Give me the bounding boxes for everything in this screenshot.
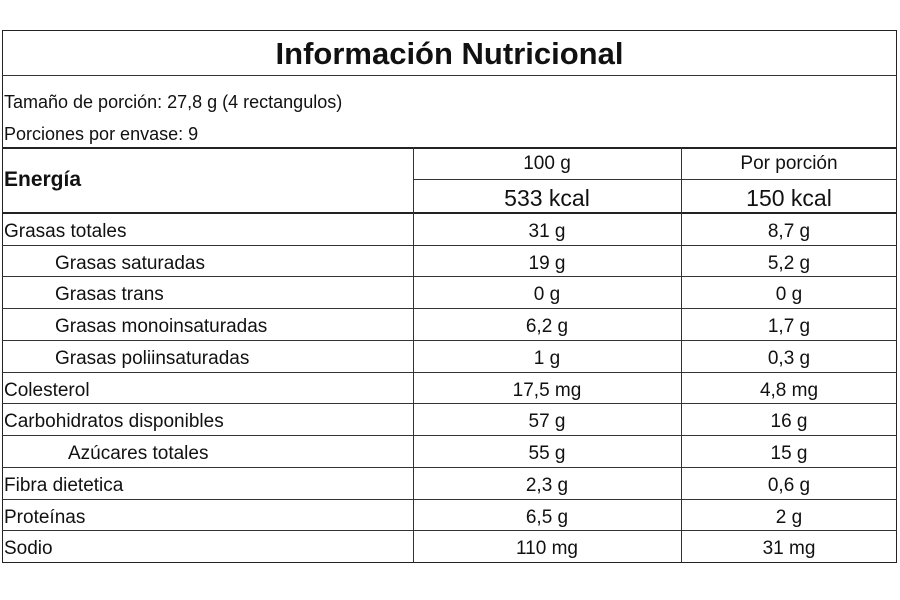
row-label: Sodio <box>4 538 53 560</box>
column-rule <box>413 147 414 562</box>
value-per-serving: 15 g <box>770 443 808 465</box>
value-per-serving: 16 g <box>770 411 808 433</box>
rule <box>2 75 897 76</box>
column-header: Por porción <box>740 153 838 174</box>
row-rule <box>2 498 897 500</box>
row-rule <box>2 466 897 468</box>
servings-per-container: Porciones por envase: 9 <box>4 124 199 144</box>
value-per-100g: 57 g <box>528 411 566 433</box>
row-label: Azúcares totales <box>68 443 209 465</box>
value-per-100g: 19 g <box>528 252 566 274</box>
value-per-serving: 0,3 g <box>767 347 811 369</box>
energy-label: Energía <box>4 168 82 191</box>
row-label: Grasas totales <box>4 221 127 242</box>
row-rule <box>2 435 897 437</box>
serving-size: Tamaño de porción: 27,8 g (4 rectangulos… <box>4 92 343 112</box>
value-per-serving: 8,7 g <box>767 221 811 242</box>
energy-value: 150 kcal <box>746 185 832 211</box>
row-rule <box>2 371 897 373</box>
value-per-serving: 4,8 mg <box>759 379 819 401</box>
title: Información Nutricional <box>275 36 624 71</box>
row-label: Grasas poliinsaturadas <box>55 347 250 369</box>
column-rule <box>681 147 682 562</box>
rule <box>2 147 897 149</box>
row-rule <box>2 530 897 532</box>
row-label: Grasas monoinsaturadas <box>55 316 268 338</box>
value-per-serving: 0,6 g <box>767 474 811 496</box>
row-label: Grasas saturadas <box>55 252 205 274</box>
value-per-serving: 2 g <box>775 506 803 528</box>
value-per-serving: 0 g <box>775 284 803 306</box>
row-label: Proteínas <box>4 506 86 528</box>
rule <box>413 179 897 180</box>
value-per-100g: 2,3 g <box>525 474 569 496</box>
value-per-100g: 1 g <box>533 347 561 369</box>
value-per-100g: 6,2 g <box>525 316 569 338</box>
row-label: Grasas trans <box>55 284 164 306</box>
row-rule <box>2 244 897 246</box>
rule <box>2 212 897 214</box>
value-per-serving: 1,7 g <box>767 316 811 338</box>
value-per-100g: 55 g <box>528 443 566 465</box>
value-per-100g: 6,5 g <box>525 506 569 528</box>
row-rule <box>2 308 897 310</box>
column-header: 100 g <box>523 153 571 174</box>
row-rule <box>2 276 897 278</box>
value-per-100g: 17,5 mg <box>512 379 582 401</box>
value-per-100g: 0 g <box>533 284 561 306</box>
row-label: Fibra dietetica <box>4 474 124 496</box>
row-label: Colesterol <box>4 379 90 401</box>
value-per-100g: 31 g <box>528 221 566 242</box>
value-per-serving: 5,2 g <box>767 252 811 274</box>
value-per-serving: 31 mg <box>762 538 816 560</box>
row-rule <box>2 403 897 405</box>
row-rule <box>2 339 897 341</box>
row-label: Carbohidratos disponibles <box>4 411 224 433</box>
energy-value: 533 kcal <box>504 185 590 211</box>
table-frame <box>2 30 897 563</box>
value-per-100g: 110 mg <box>516 538 578 560</box>
